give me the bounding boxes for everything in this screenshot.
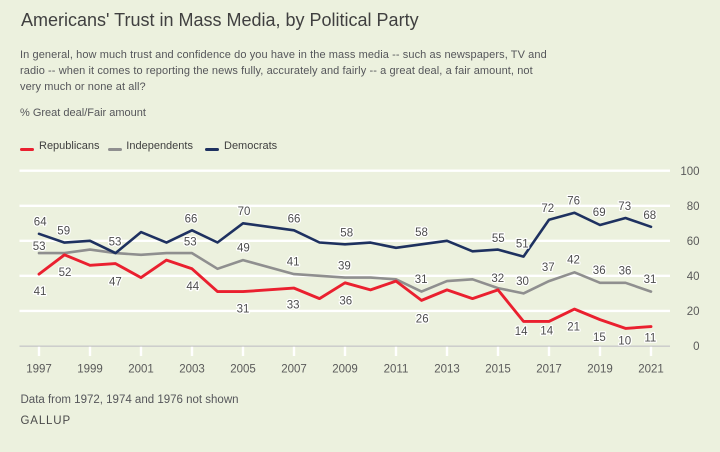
svg-text:31: 31 [415,274,428,286]
svg-text:1997: 1997 [26,364,52,376]
svg-text:15: 15 [593,332,606,344]
svg-text:55: 55 [492,233,505,245]
svg-text:2005: 2005 [230,364,256,376]
svg-text:36: 36 [619,265,632,277]
svg-text:36: 36 [593,265,606,277]
svg-text:2019: 2019 [587,364,613,376]
svg-text:36: 36 [339,295,352,307]
svg-text:76: 76 [567,195,580,207]
svg-text:2011: 2011 [384,364,409,376]
svg-text:41: 41 [287,257,300,269]
svg-text:49: 49 [237,242,250,254]
svg-text:41: 41 [34,286,47,298]
svg-text:32: 32 [491,273,504,285]
svg-text:53: 53 [33,241,46,253]
svg-text:51: 51 [516,239,529,251]
svg-text:0: 0 [693,341,699,353]
svg-text:40: 40 [687,271,700,283]
svg-text:20: 20 [687,306,700,318]
svg-text:26: 26 [416,313,429,325]
svg-text:14: 14 [515,326,528,338]
svg-text:100: 100 [680,166,699,178]
svg-text:39: 39 [338,260,351,272]
svg-text:31: 31 [237,304,250,316]
svg-text:80: 80 [687,201,700,213]
svg-text:21: 21 [567,322,580,334]
svg-text:44: 44 [186,281,199,293]
svg-text:2007: 2007 [281,364,307,376]
svg-text:42: 42 [567,255,580,267]
svg-text:73: 73 [618,201,631,213]
svg-text:53: 53 [109,237,122,249]
svg-text:14: 14 [540,325,553,337]
svg-text:37: 37 [542,262,555,274]
svg-text:31: 31 [644,274,657,286]
svg-text:69: 69 [593,207,606,219]
svg-text:11: 11 [644,332,656,344]
svg-text:2015: 2015 [485,364,511,376]
svg-text:58: 58 [340,227,353,239]
svg-text:2017: 2017 [536,364,562,376]
svg-text:70: 70 [238,206,251,218]
svg-text:66: 66 [288,213,301,225]
svg-text:2003: 2003 [179,364,205,376]
svg-text:72: 72 [541,203,554,215]
svg-text:47: 47 [109,277,122,289]
svg-text:53: 53 [184,237,197,249]
svg-text:10: 10 [618,335,631,347]
svg-text:2001: 2001 [128,364,154,376]
svg-text:59: 59 [57,225,70,237]
svg-text:1999: 1999 [77,364,103,376]
svg-text:60: 60 [687,236,700,248]
svg-text:33: 33 [287,300,300,312]
svg-text:58: 58 [415,227,428,239]
svg-text:68: 68 [643,210,656,222]
svg-text:64: 64 [34,216,47,228]
svg-text:30: 30 [516,276,529,288]
svg-text:2013: 2013 [434,364,460,376]
svg-text:2021: 2021 [638,364,664,376]
svg-text:52: 52 [59,267,72,279]
svg-text:2009: 2009 [332,364,358,376]
svg-text:66: 66 [185,213,198,225]
